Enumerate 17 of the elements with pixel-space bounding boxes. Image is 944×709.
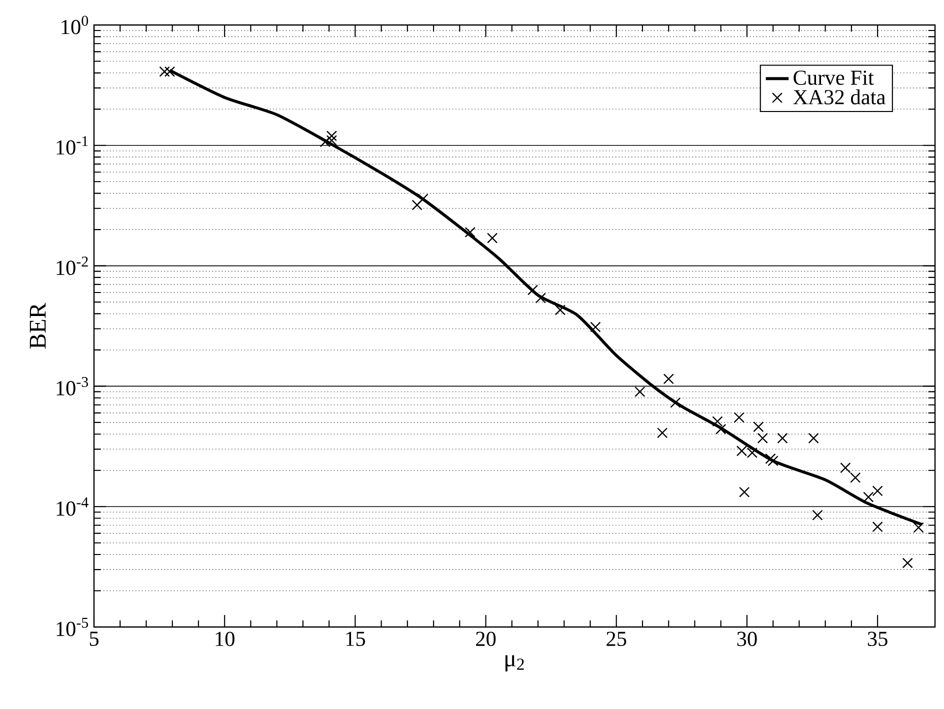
y-tick-label: 10$^{-5}$: [56, 618, 88, 636]
x-tick-label: 35: [868, 632, 888, 646]
y-axis-title: BER: [30, 302, 46, 349]
legend-label: XA32 data: [793, 89, 886, 104]
x-tick-label: 30: [737, 632, 757, 646]
x-axis-title: μ$_{2}$: [505, 655, 524, 672]
y-tick-label: 10$^{-3}$: [56, 376, 88, 396]
x-tick-label: 15: [346, 632, 366, 646]
x-tick-label: 25: [606, 632, 626, 646]
y-tick-label: 10$^{0}$: [62, 16, 88, 34]
x-tick-label: 5: [90, 632, 98, 646]
legend-label: Curve Fit: [794, 70, 874, 85]
x-tick-label: 10: [216, 632, 234, 646]
x-tick-label: 20: [476, 632, 496, 646]
y-tick-label: 10$^{-1}$: [56, 136, 88, 155]
y-tick-label: 10$^{-2}$: [56, 256, 88, 276]
y-tick-label: 10$^{-4}$: [56, 497, 88, 516]
